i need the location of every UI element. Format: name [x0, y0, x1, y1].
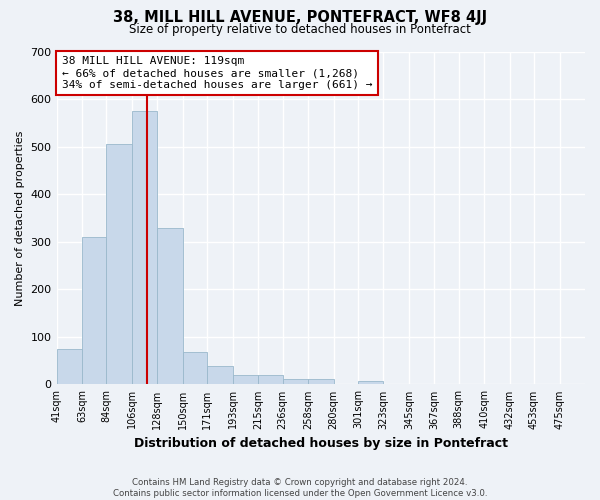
Bar	[258, 376, 283, 384]
Bar	[183, 352, 207, 384]
Text: 38 MILL HILL AVENUE: 119sqm
← 66% of detached houses are smaller (1,268)
34% of : 38 MILL HILL AVENUE: 119sqm ← 66% of det…	[62, 56, 373, 90]
Bar	[308, 379, 334, 384]
Text: 38, MILL HILL AVENUE, PONTEFRACT, WF8 4JJ: 38, MILL HILL AVENUE, PONTEFRACT, WF8 4J…	[113, 10, 487, 25]
X-axis label: Distribution of detached houses by size in Pontefract: Distribution of detached houses by size …	[134, 437, 508, 450]
Bar	[157, 228, 183, 384]
Bar	[207, 366, 233, 384]
Bar	[283, 379, 308, 384]
Bar	[132, 111, 157, 384]
Bar	[106, 144, 132, 384]
Text: Size of property relative to detached houses in Pontefract: Size of property relative to detached ho…	[129, 22, 471, 36]
Bar	[56, 349, 82, 384]
Bar	[233, 376, 258, 384]
Bar	[82, 237, 106, 384]
Y-axis label: Number of detached properties: Number of detached properties	[15, 130, 25, 306]
Bar	[358, 380, 383, 384]
Text: Contains HM Land Registry data © Crown copyright and database right 2024.
Contai: Contains HM Land Registry data © Crown c…	[113, 478, 487, 498]
